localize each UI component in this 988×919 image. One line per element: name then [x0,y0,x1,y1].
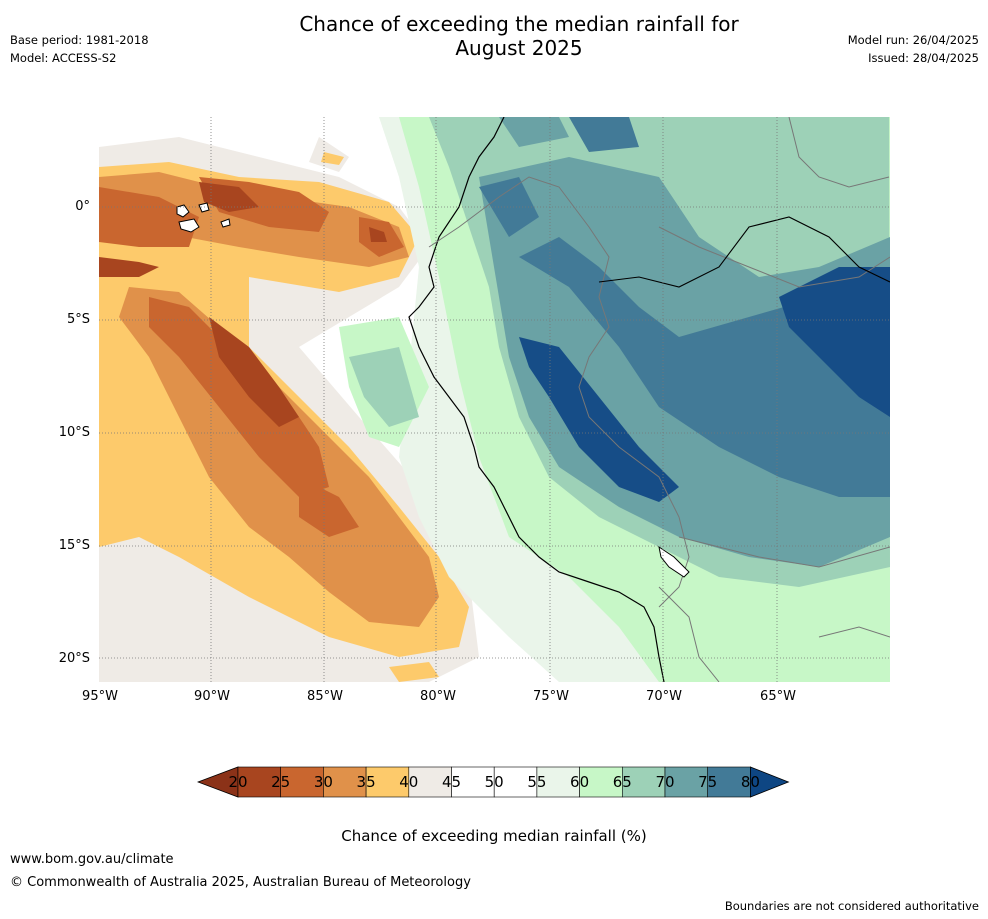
lon-label-90w: 90°W [194,689,230,704]
graticule [99,117,890,682]
copyright-text: © Commonwealth of Australia 2025, Austra… [10,875,471,890]
dry-25-30-zones [99,177,509,537]
lat-label-20s: 20°S [58,651,90,666]
model-text: Model: ACCESS-S2 [10,51,117,65]
colorbar-high-extend [750,766,790,798]
colorbar-band [408,766,452,798]
colorbar-tick-label: 30 [313,773,333,791]
lat-label-15s: 15°S [58,538,90,553]
colorbar-tick-label: 80 [740,773,760,791]
colorbar-band [451,766,495,798]
colorbar-band [621,766,666,798]
lon-label-70w: 70°W [646,689,682,704]
lon-label-75w: 75°W [533,689,569,704]
wet-75-80-zones [479,117,890,497]
bom-url[interactable]: www.bom.gov.au/climate [10,852,174,867]
lake-titicaca [658,545,690,578]
issued-text: Issued: 28/04/2025 [868,51,979,65]
lat-label-5s: 5°S [66,312,90,327]
lon-label-85w: 85°W [307,689,343,704]
colorbar-tick-label: 75 [698,773,718,791]
galapagos-islands [176,202,231,233]
dry-20-25-zones [99,182,387,427]
map-canvas [99,117,890,682]
colorbar-band [536,766,580,798]
lon-label-65w: 65°W [760,689,796,704]
page-title: Chance of exceeding the median rainfall … [200,12,838,60]
colorbar-band [280,766,324,798]
amazon-river [598,216,890,288]
lon-label-80w: 80°W [420,689,456,704]
colorbar-tick-label: 70 [655,773,675,791]
colorbar-tick-label: 45 [441,773,462,791]
lon-label-95w: 95°W [82,689,118,704]
colorbar-tick-label: 55 [527,773,547,791]
lat-label-0: 0° [75,199,90,214]
colorbar-tick-label: 50 [484,773,504,791]
colorbar-band [664,766,709,798]
colorbar-tick-label: 35 [356,773,376,791]
country-borders [428,117,890,682]
disclaimer-text: Boundaries are not considered authoritat… [724,899,979,913]
lat-label-10s: 10°S [58,425,90,440]
colorbar-tick-label: 60 [570,773,590,791]
colorbar-label: Chance of exceeding median rainfall (%) [341,827,647,845]
coastline [408,117,665,682]
rainfall-map [99,117,890,682]
base-period-text: Base period: 1981-2018 [10,33,149,47]
colorbar-tick-label: 65 [612,773,632,791]
colorbar-band [237,766,282,798]
colorbar-tick-label: 25 [271,773,291,791]
colorbar-band [365,766,410,798]
model-run-text: Model run: 26/04/2025 [847,33,979,47]
colorbar-tick-label: 40 [399,773,419,791]
title-line-2: August 2025 [455,36,583,60]
colorbar [197,766,790,798]
title-line-1: Chance of exceeding the median rainfall … [299,12,739,36]
wet-above-80-zones [519,267,890,502]
colorbar-tick-label: 20 [228,773,248,791]
